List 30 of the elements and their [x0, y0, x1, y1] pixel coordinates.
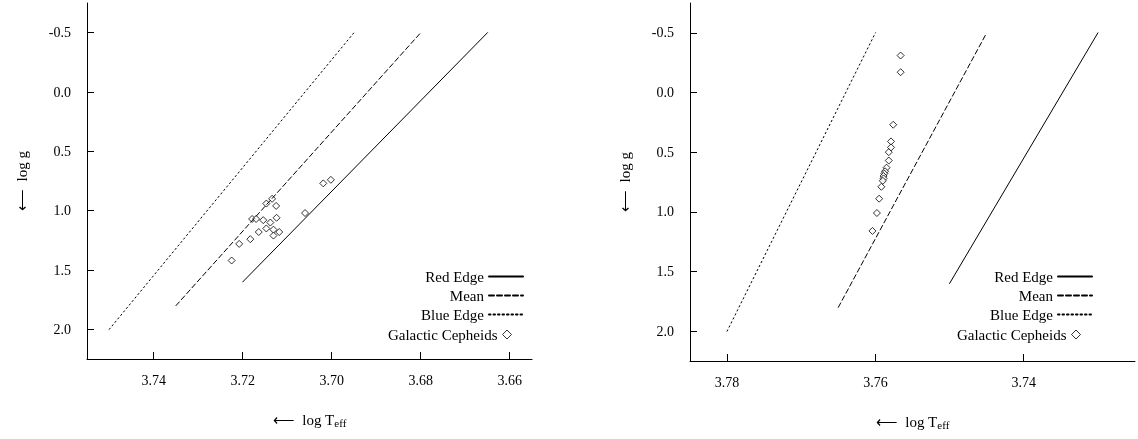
y-axis-title: ⟵ log g — [13, 150, 30, 211]
x-tick-label: 3.74 — [1011, 374, 1036, 390]
x-tick-label: 3.76 — [863, 374, 888, 390]
x-tick-label: 3.68 — [408, 372, 433, 388]
legend-label: Blue Edge — [990, 306, 1054, 323]
y-tick-label: 1.0 — [53, 203, 71, 219]
x-tick-label: 3.70 — [319, 372, 344, 388]
y-tick-label: 1.5 — [656, 264, 674, 279]
y-axis-title: ⟵ log g — [616, 151, 633, 212]
x-tick-label: 3.72 — [230, 372, 255, 388]
legend-label: Galactic Cepheids — [387, 326, 498, 343]
y-tick-label: 1.5 — [53, 262, 71, 278]
legend-label: Mean — [449, 287, 485, 304]
legend-label: Mean — [1018, 287, 1054, 304]
x-tick-label: 3.78 — [714, 374, 740, 390]
legend-label: Blue Edge — [421, 306, 485, 323]
y-tick-label: 0.5 — [656, 144, 674, 160]
legend-label: Red Edge — [425, 268, 485, 285]
y-tick-label: 2.0 — [53, 321, 71, 337]
y-tick-label: 0.0 — [53, 84, 71, 100]
legend-label: Galactic Cepheids — [956, 326, 1067, 343]
x-tick-label: 3.74 — [141, 372, 166, 388]
y-tick-label: 2.0 — [656, 323, 674, 339]
y-tick-label: 0.5 — [53, 143, 71, 159]
x-tick-label: 3.66 — [497, 372, 522, 388]
legend-label: Red Edge — [994, 268, 1054, 285]
y-tick-label: 1.0 — [656, 204, 674, 220]
y-tick-label: -0.5 — [651, 25, 674, 41]
y-tick-label: 0.0 — [656, 85, 674, 100]
y-tick-label: -0.5 — [48, 25, 71, 41]
